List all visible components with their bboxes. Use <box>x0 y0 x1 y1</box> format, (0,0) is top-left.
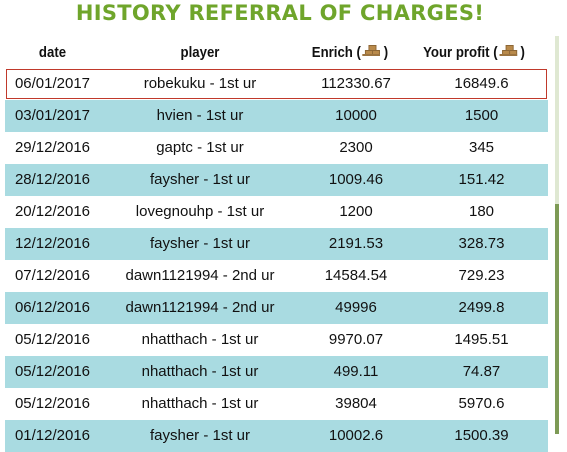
cell-enrich: 10000 <box>335 107 377 124</box>
table-row[interactable]: 06/01/2017 robekuku - 1st ur 112330.67 1684… <box>5 68 548 100</box>
cell-date: 05/12/2016 <box>14 331 91 348</box>
header-enrich: Enrich () <box>293 36 407 70</box>
cell-date: 29/12/2016 <box>14 139 91 156</box>
table-row[interactable]: 29/12/2016 gaptc - 1st ur 2300 345 <box>5 132 548 164</box>
cell-player: lovegnouhp - 1st ur <box>135 203 265 220</box>
table-row[interactable]: 07/12/2016 dawn1121994 - 2nd ur 14584.54 72… <box>5 260 548 292</box>
cell-profit: 5970.6 <box>458 395 505 412</box>
cell-player: nhatthach - 1st ur <box>141 363 259 380</box>
cell-profit: 729.23 <box>458 267 505 284</box>
cell-date: 20/12/2016 <box>14 203 91 220</box>
cell-date: 01/12/2016 <box>14 427 91 444</box>
gold-bars-icon <box>362 44 382 58</box>
cell-profit: 151.42 <box>458 171 505 188</box>
header-profit: Your profit () <box>413 36 534 70</box>
cell-date: 28/12/2016 <box>14 171 91 188</box>
cell-profit: 1500 <box>464 107 499 124</box>
cell-enrich: 112330.67 <box>321 75 391 92</box>
cell-profit: 16849.6 <box>454 75 509 92</box>
header-date: date <box>38 44 67 61</box>
cell-player: nhatthach - 1st ur <box>141 395 259 412</box>
cell-enrich: 2300 <box>339 139 373 156</box>
cell-player: robekuku - 1st ur <box>143 75 257 92</box>
cell-enrich: 1200 <box>339 203 373 220</box>
cell-date: 05/12/2016 <box>14 395 91 412</box>
table-row[interactable]: 03/01/2017 hvien - 1st ur 10000 1500 <box>5 100 548 132</box>
header-player: player <box>180 44 220 61</box>
table-header: date player Enrich () Your profit () <box>0 36 548 70</box>
header-enrich-close: ) <box>383 44 389 61</box>
cell-profit: 74.87 <box>462 363 501 380</box>
cell-player: gaptc - 1st ur <box>156 139 244 156</box>
cell-enrich: 49996 <box>335 299 377 316</box>
table-row[interactable]: 05/12/2016 nhatthach - 1st ur 499.11 74.87 <box>5 356 548 388</box>
cell-enrich: 10002.6 <box>328 427 384 444</box>
cell-player: dawn1121994 - 2nd ur <box>125 267 275 284</box>
table-row[interactable]: 12/12/2016 faysher - 1st ur 2191.53 328.73 <box>5 228 548 260</box>
cell-player: faysher - 1st ur <box>149 171 251 188</box>
cell-date: 03/01/2017 <box>14 107 91 124</box>
cell-enrich: 39804 <box>335 395 377 412</box>
scrollbar-thumb[interactable] <box>555 204 559 434</box>
cell-profit: 180 <box>468 203 495 220</box>
table-row[interactable]: 28/12/2016 faysher - 1st ur 1009.46 151.42 <box>5 164 548 196</box>
cell-profit: 328.73 <box>458 235 505 252</box>
page-title: HISTORY REFERRAL OF CHARGES! <box>75 1 485 25</box>
cell-profit: 1500.39 <box>454 427 509 444</box>
cell-player: hvien - 1st ur <box>156 107 244 124</box>
header-enrich-label: Enrich ( <box>311 44 361 61</box>
scrollbar-track[interactable] <box>555 36 559 204</box>
cell-enrich: 14584.54 <box>324 267 388 284</box>
cell-enrich: 2191.53 <box>328 235 384 252</box>
cell-date: 05/12/2016 <box>14 363 91 380</box>
table-row[interactable]: 06/12/2016 dawn1121994 - 2nd ur 49996 2499.… <box>5 292 548 324</box>
header-profit-label: Your profit ( <box>423 44 498 61</box>
cell-date: 12/12/2016 <box>14 235 91 252</box>
cell-enrich: 499.11 <box>333 363 379 380</box>
cell-player: faysher - 1st ur <box>149 235 251 252</box>
cell-player: faysher - 1st ur <box>149 427 251 444</box>
cell-enrich: 9970.07 <box>328 331 384 348</box>
cell-player: dawn1121994 - 2nd ur <box>125 299 275 316</box>
history-table: 06/01/2017 robekuku - 1st ur 112330.67 1684… <box>5 68 548 452</box>
cell-date: 06/01/2017 <box>14 75 91 92</box>
header-profit-close: ) <box>520 44 525 61</box>
table-row[interactable]: 01/12/2016 faysher - 1st ur 10002.6 1500.39 <box>5 420 548 452</box>
gold-bars-icon <box>499 44 518 58</box>
table-row[interactable]: 05/12/2016 nhatthach - 1st ur 39804 5970.6 <box>5 388 548 420</box>
cell-date: 06/12/2016 <box>14 299 91 316</box>
cell-player: nhatthach - 1st ur <box>141 331 259 348</box>
table-row[interactable]: 20/12/2016 lovegnouhp - 1st ur 1200 180 <box>5 196 548 228</box>
table-row[interactable]: 05/12/2016 nhatthach - 1st ur 9970.07 1495.… <box>5 324 548 356</box>
cell-date: 07/12/2016 <box>14 267 91 284</box>
cell-profit: 2499.8 <box>458 299 505 316</box>
cell-profit: 345 <box>468 139 495 156</box>
cell-enrich: 1009.46 <box>328 171 384 188</box>
cell-profit: 1495.51 <box>454 331 509 348</box>
